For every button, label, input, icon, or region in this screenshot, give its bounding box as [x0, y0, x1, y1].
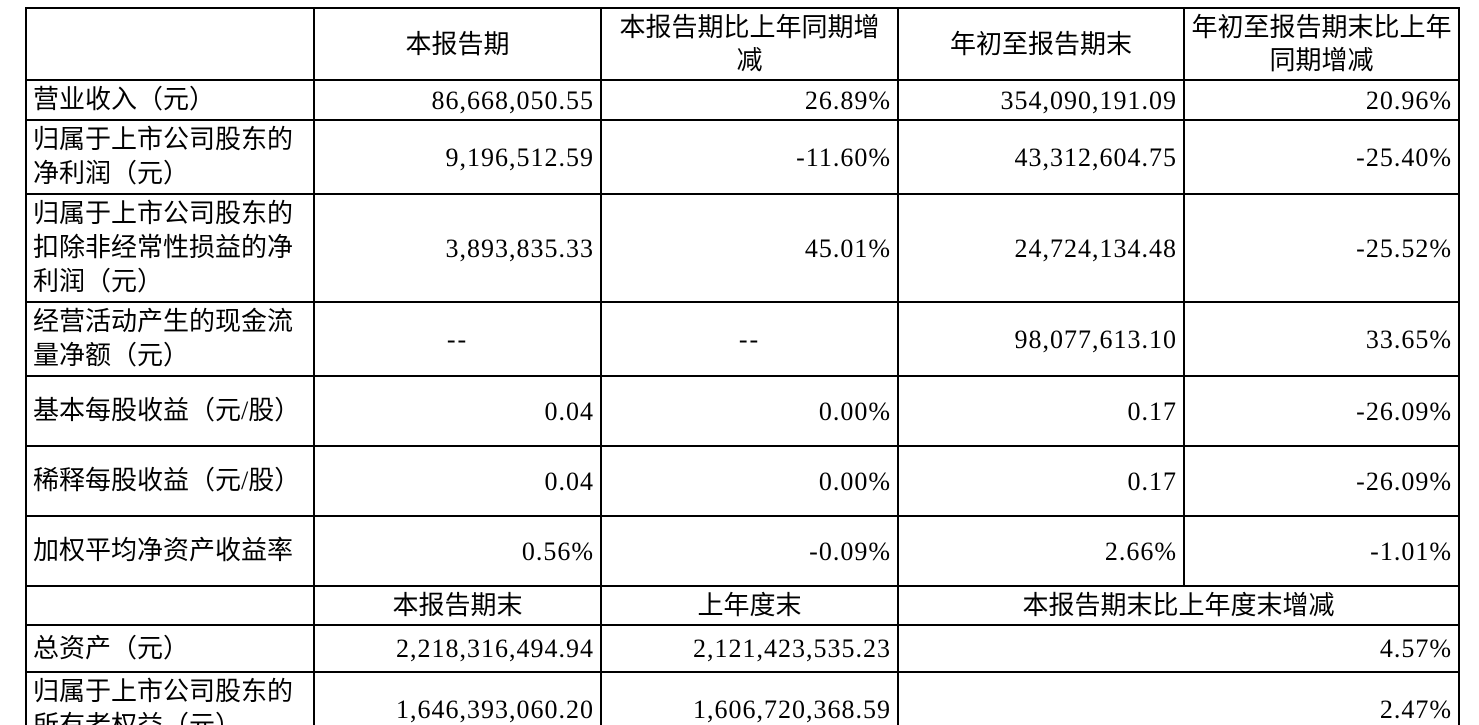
financial-summary-table: 本报告期 本报告期比上年同期增减 年初至报告期末 年初至报告期末比上年同期增减 … — [25, 7, 1460, 725]
cell-not-applicable: -- — [313, 301, 602, 377]
table-row-total-assets: 总资产（元） 2,218,316,494.94 2,121,423,535.23… — [25, 624, 1460, 673]
cell-value: 3,893,835.33 — [313, 193, 602, 303]
cell-value: 0.04 — [313, 445, 602, 517]
cell-value: -26.09% — [1183, 445, 1460, 517]
table-row-weighted-roe: 加权平均净资产收益率 0.56% -0.09% 2.66% -1.01% — [25, 515, 1460, 587]
cell-value: 0.56% — [313, 515, 602, 587]
cell-value: -11.60% — [600, 119, 899, 195]
subheader-period-end: 本报告期末 — [313, 585, 602, 626]
table-row-net-profit-excl-nonrecurring: 归属于上市公司股东的扣除非经常性损益的净利润（元） 3,893,835.33 4… — [25, 193, 1460, 303]
table-row-diluted-eps: 稀释每股收益（元/股） 0.04 0.00% 0.17 -26.09% — [25, 445, 1460, 517]
table-row-operating-cash-flow: 经营活动产生的现金流量净额（元） -- -- 98,077,613.10 33.… — [25, 301, 1460, 377]
row-label: 归属于上市公司股东的扣除非经常性损益的净利润（元） — [25, 193, 315, 303]
cell-value: 0.04 — [313, 375, 602, 447]
header-yoy-change: 本报告期比上年同期增减 — [600, 7, 899, 81]
cell-value: 2,121,423,535.23 — [600, 624, 899, 673]
cell-value: 0.00% — [600, 445, 899, 517]
row-label: 营业收入（元） — [25, 79, 315, 121]
cell-not-applicable: -- — [600, 301, 899, 377]
table-row-shareholders-equity: 归属于上市公司股东的所有者权益（元） 1,646,393,060.20 1,60… — [25, 671, 1460, 725]
cell-value: 2.47% — [897, 671, 1460, 725]
cell-value: 2,218,316,494.94 — [313, 624, 602, 673]
table-subheader-row: 本报告期末 上年度末 本报告期末比上年度末增减 — [25, 585, 1460, 626]
header-ytd: 年初至报告期末 — [897, 7, 1185, 81]
subheader-corner-cell — [25, 585, 315, 626]
cell-value: 0.00% — [600, 375, 899, 447]
table-row-basic-eps: 基本每股收益（元/股） 0.04 0.00% 0.17 -26.09% — [25, 375, 1460, 447]
table-row-revenue: 营业收入（元） 86,668,050.55 26.89% 354,090,191… — [25, 79, 1460, 121]
cell-value: 2.66% — [897, 515, 1185, 587]
cell-value: 26.89% — [600, 79, 899, 121]
header-corner-cell — [25, 7, 315, 81]
cell-value: 0.17 — [897, 445, 1185, 517]
row-label: 经营活动产生的现金流量净额（元） — [25, 301, 315, 377]
cell-value: 0.17 — [897, 375, 1185, 447]
row-label: 加权平均净资产收益率 — [25, 515, 315, 587]
cell-value: 43,312,604.75 — [897, 119, 1185, 195]
cell-value: 1,606,720,368.59 — [600, 671, 899, 725]
cell-value: -1.01% — [1183, 515, 1460, 587]
table-header-row: 本报告期 本报告期比上年同期增减 年初至报告期末 年初至报告期末比上年同期增减 — [25, 7, 1460, 81]
row-label: 归属于上市公司股东的所有者权益（元） — [25, 671, 315, 725]
row-label: 基本每股收益（元/股） — [25, 375, 315, 447]
cell-value: -25.52% — [1183, 193, 1460, 303]
cell-value: 33.65% — [1183, 301, 1460, 377]
table-row-net-profit: 归属于上市公司股东的净利润（元） 9,196,512.59 -11.60% 43… — [25, 119, 1460, 195]
cell-value: 354,090,191.09 — [897, 79, 1185, 121]
header-current-period: 本报告期 — [313, 7, 602, 81]
cell-value: 1,646,393,060.20 — [313, 671, 602, 725]
cell-value: 98,077,613.10 — [897, 301, 1185, 377]
cell-value: -25.40% — [1183, 119, 1460, 195]
row-label: 稀释每股收益（元/股） — [25, 445, 315, 517]
subheader-prev-year-end: 上年度末 — [600, 585, 899, 626]
cell-value: 20.96% — [1183, 79, 1460, 121]
cell-value: 24,724,134.48 — [897, 193, 1185, 303]
cell-value: -0.09% — [600, 515, 899, 587]
cell-value: 4.57% — [897, 624, 1460, 673]
cell-value: -26.09% — [1183, 375, 1460, 447]
cell-value: 9,196,512.59 — [313, 119, 602, 195]
row-label: 归属于上市公司股东的净利润（元） — [25, 119, 315, 195]
cell-value: 45.01% — [600, 193, 899, 303]
subheader-change-vs-prev-year-end: 本报告期末比上年度末增减 — [897, 585, 1460, 626]
row-label: 总资产（元） — [25, 624, 315, 673]
header-ytd-yoy-change: 年初至报告期末比上年同期增减 — [1183, 7, 1460, 81]
cell-value: 86,668,050.55 — [313, 79, 602, 121]
